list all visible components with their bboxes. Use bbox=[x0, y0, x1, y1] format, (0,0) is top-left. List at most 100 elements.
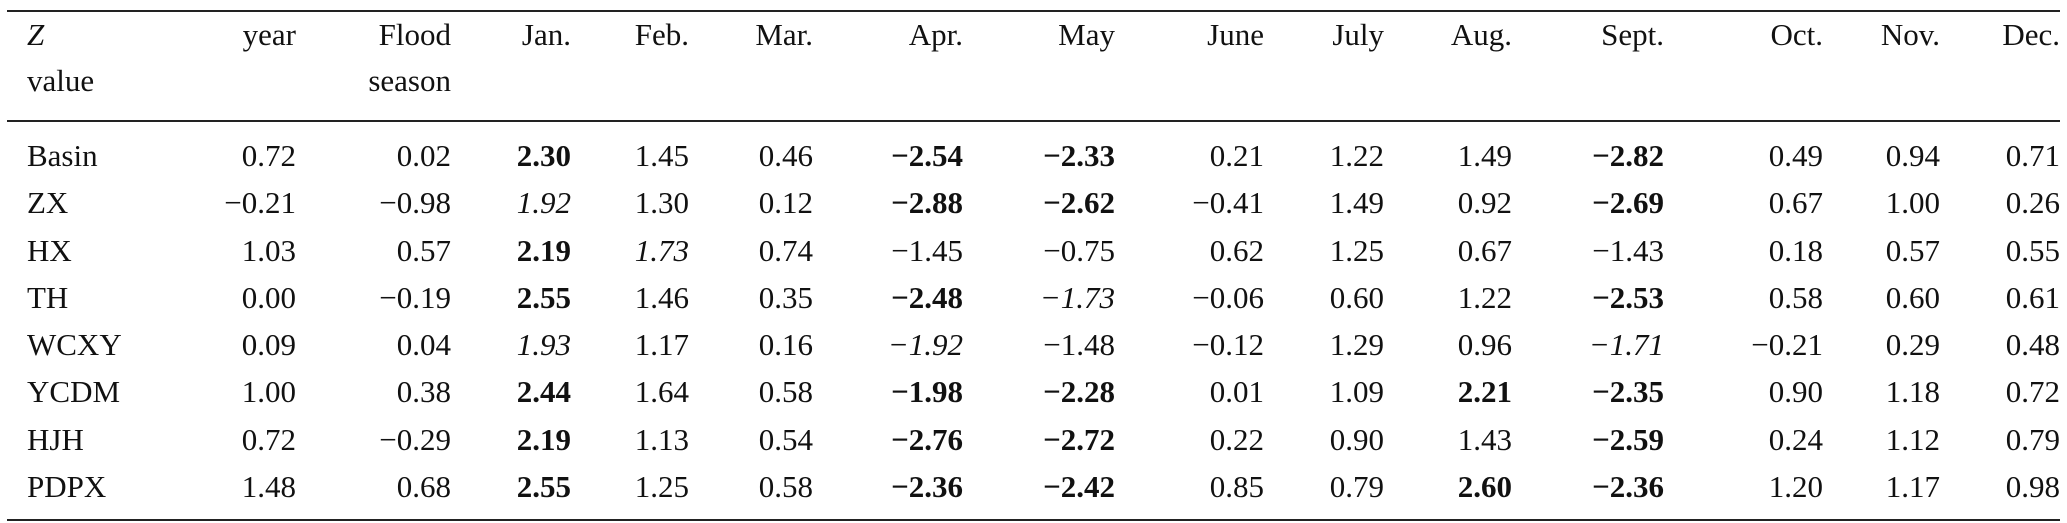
header-cell: Apr. bbox=[908, 17, 963, 52]
value-cell: −2.53 bbox=[1592, 279, 1664, 315]
value-cell: 1.18 bbox=[1885, 374, 1940, 410]
value-cell: 2.19 bbox=[516, 421, 571, 457]
header-cell: June bbox=[1207, 17, 1264, 52]
value-cell: −0.21 bbox=[1751, 327, 1823, 363]
value-cell: −2.28 bbox=[1043, 374, 1115, 410]
value-cell: 0.48 bbox=[2005, 327, 2060, 363]
value-cell: −1.92 bbox=[887, 327, 963, 363]
value-cell: −1.98 bbox=[891, 374, 963, 410]
value-cell: −2.82 bbox=[1592, 138, 1664, 173]
value-cell: −2.59 bbox=[1592, 421, 1664, 457]
value-cell: 0.12 bbox=[758, 185, 813, 221]
value-cell: 0.68 bbox=[396, 469, 451, 505]
value-cell: 0.57 bbox=[1885, 232, 1940, 268]
value-cell: 0.55 bbox=[2005, 232, 2060, 268]
value-cell: 2.60 bbox=[1457, 469, 1512, 505]
value-cell: 0.57 bbox=[396, 232, 451, 268]
value-cell: −1.73 bbox=[1039, 279, 1115, 315]
header-cell: Oct. bbox=[1770, 17, 1823, 52]
value-cell: −2.72 bbox=[1043, 421, 1115, 457]
table-row: HX 1.03 0.57 2.19 1.73 0.74 −1.45 −0.75 0.62 1.25… bbox=[0, 227, 2067, 274]
value-cell: 0.79 bbox=[1329, 469, 1384, 505]
table-row: ZX −0.21 −0.98 1.92 1.30 0.12 −2.88 −2.62 −0.41 1… bbox=[0, 179, 2067, 226]
value-cell: 1.45 bbox=[634, 138, 689, 173]
header-cell: Nov. bbox=[1880, 17, 1940, 52]
bottom-rule bbox=[7, 519, 2060, 521]
value-cell: −0.29 bbox=[379, 421, 451, 457]
value-cell: 2.21 bbox=[1457, 374, 1512, 410]
value-cell: 0.74 bbox=[758, 232, 813, 268]
value-cell: 0.01 bbox=[1209, 374, 1264, 410]
value-cell: −0.12 bbox=[1192, 327, 1264, 363]
value-cell: −0.41 bbox=[1192, 185, 1264, 221]
value-cell: 0.18 bbox=[1768, 232, 1823, 268]
header-rule bbox=[7, 120, 2060, 122]
value-cell: 1.12 bbox=[1885, 421, 1940, 457]
row-label: HX bbox=[27, 232, 72, 268]
table-row: YCDM 1.00 0.38 2.44 1.64 0.58 −1.98 −2.28 0.01 1.… bbox=[0, 368, 2067, 415]
value-cell: 0.58 bbox=[1768, 279, 1823, 315]
value-cell: 1.43 bbox=[1457, 421, 1512, 457]
header-cell: year bbox=[242, 17, 296, 52]
value-cell: 1.20 bbox=[1768, 469, 1823, 505]
header-cell: May bbox=[1058, 17, 1115, 52]
value-cell: 1.73 bbox=[634, 232, 689, 268]
value-cell: 0.49 bbox=[1768, 138, 1823, 173]
value-cell: −2.76 bbox=[891, 421, 963, 457]
value-cell: 2.30 bbox=[516, 138, 571, 173]
value-cell: 0.46 bbox=[758, 138, 813, 173]
value-cell: 0.85 bbox=[1209, 469, 1264, 505]
header-text: season bbox=[368, 63, 451, 98]
value-cell: 1.25 bbox=[634, 469, 689, 505]
value-cell: 0.94 bbox=[1885, 138, 1940, 173]
value-cell: 2.44 bbox=[516, 374, 571, 410]
value-cell: 0.72 bbox=[2005, 374, 2060, 410]
table-row: Basin 0.72 0.02 2.30 1.45 0.46 −2.54 −2.33 0.21 1… bbox=[0, 120, 2067, 179]
header-cell: July bbox=[1332, 17, 1384, 52]
value-cell: 0.67 bbox=[1457, 232, 1512, 268]
value-cell: 1.22 bbox=[1457, 279, 1512, 315]
value-cell: −1.43 bbox=[1592, 232, 1664, 268]
value-cell: −0.75 bbox=[1043, 232, 1115, 268]
value-cell: −1.48 bbox=[1043, 327, 1115, 363]
value-cell: 0.72 bbox=[241, 138, 296, 173]
value-cell: 1.49 bbox=[1457, 138, 1512, 173]
row-label: YCDM bbox=[27, 374, 121, 410]
value-cell: 0.62 bbox=[1209, 232, 1264, 268]
value-cell: 0.38 bbox=[396, 374, 451, 410]
value-cell: −2.36 bbox=[891, 469, 963, 505]
row-label: HJH bbox=[27, 421, 84, 457]
value-cell: 1.29 bbox=[1329, 327, 1384, 363]
value-cell: 0.58 bbox=[758, 374, 813, 410]
value-cell: 0.98 bbox=[2005, 469, 2060, 505]
value-cell: 0.24 bbox=[1768, 421, 1823, 457]
value-cell: 0.54 bbox=[758, 421, 813, 457]
value-cell: −0.21 bbox=[224, 185, 296, 221]
value-cell: 1.00 bbox=[241, 374, 296, 410]
header-cell: Jan. bbox=[521, 17, 571, 52]
value-cell: 1.17 bbox=[1885, 469, 1940, 505]
value-cell: −2.88 bbox=[891, 185, 963, 221]
header-text: Flood bbox=[378, 17, 451, 52]
value-cell: 0.22 bbox=[1209, 421, 1264, 457]
value-cell: 0.35 bbox=[758, 279, 813, 315]
value-cell: −2.42 bbox=[1043, 469, 1115, 505]
header-text: Z bbox=[27, 17, 45, 52]
table-row: WCXY 0.09 0.04 1.93 1.17 0.16 −1.92 −1.48 −0.12 1… bbox=[0, 321, 2067, 368]
table-row: HJH 0.72 −0.29 2.19 1.13 0.54 −2.76 −2.72 0.22 0.… bbox=[0, 416, 2067, 463]
value-cell: 0.29 bbox=[1885, 327, 1940, 363]
value-cell: 1.49 bbox=[1329, 185, 1384, 221]
value-cell: 0.04 bbox=[396, 327, 451, 363]
value-cell: 0.16 bbox=[758, 327, 813, 363]
value-cell: 0.61 bbox=[2005, 279, 2060, 315]
value-cell: 1.92 bbox=[516, 185, 571, 221]
header-cell: Dec. bbox=[2002, 17, 2060, 52]
header-cell: Aug. bbox=[1450, 17, 1512, 52]
row-label: PDPX bbox=[27, 469, 107, 505]
value-cell: 1.25 bbox=[1329, 232, 1384, 268]
value-cell: 0.09 bbox=[241, 327, 296, 363]
value-cell: −2.62 bbox=[1043, 185, 1115, 221]
value-cell: 1.03 bbox=[241, 232, 296, 268]
header-cell: Feb. bbox=[634, 17, 689, 52]
